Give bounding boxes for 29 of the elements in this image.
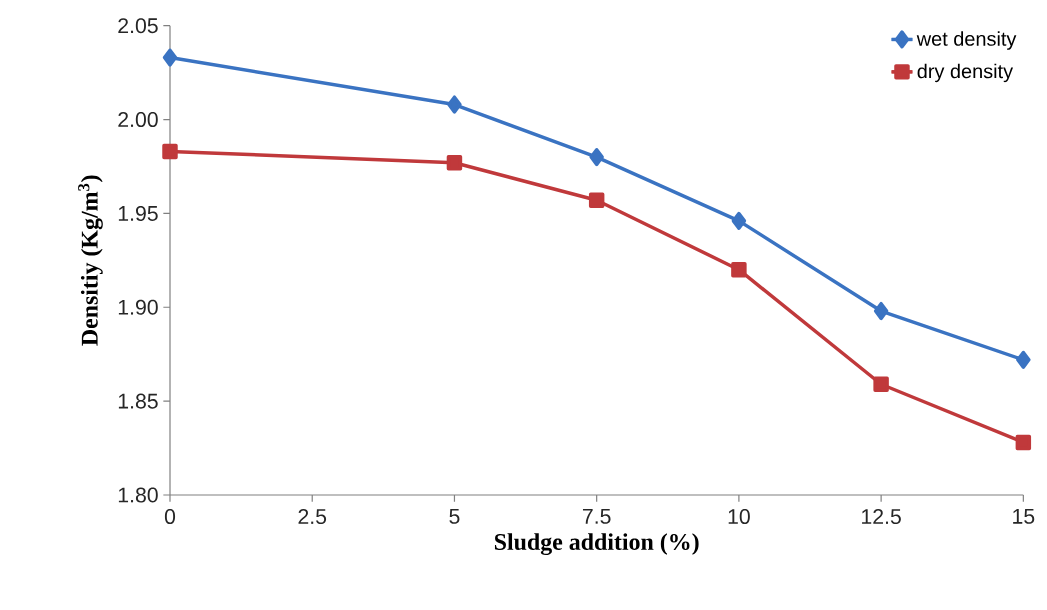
x-tick-label: 0	[164, 509, 176, 525]
point	[1016, 350, 1031, 369]
x-tick-label: 10	[728, 509, 750, 525]
point	[873, 376, 889, 392]
point	[446, 154, 463, 171]
legend-label: dry density	[917, 63, 1014, 83]
x-tick-label: 2.5	[298, 509, 327, 525]
y-axis-title: Densitiy (Kg/m$^{3}$)	[78, 175, 103, 346]
point	[873, 301, 889, 321]
point	[731, 211, 747, 230]
legend-label: wet density	[916, 31, 1017, 50]
point	[589, 148, 604, 167]
point	[588, 192, 605, 208]
x-tick-label: 5	[449, 509, 460, 524]
y-tick-label: 1.90	[118, 299, 158, 315]
x-axis-title: Sludge addition (%)	[494, 533, 699, 556]
x-tick-label: 7.5	[582, 509, 611, 524]
y-tick-label: 2.05	[118, 18, 158, 34]
y-tick-label: 1.80	[118, 487, 158, 503]
y-tick-label: 2.00	[118, 112, 158, 128]
point	[162, 48, 178, 67]
y-tick-label: 1.85	[118, 393, 158, 409]
point	[1015, 434, 1032, 451]
point	[447, 95, 462, 114]
x-tick-label: 12.5	[862, 509, 901, 525]
point	[162, 143, 178, 160]
x-tick-label: 15	[1013, 509, 1035, 524]
point	[731, 261, 747, 278]
y-tick-label: 1.95	[118, 205, 158, 221]
